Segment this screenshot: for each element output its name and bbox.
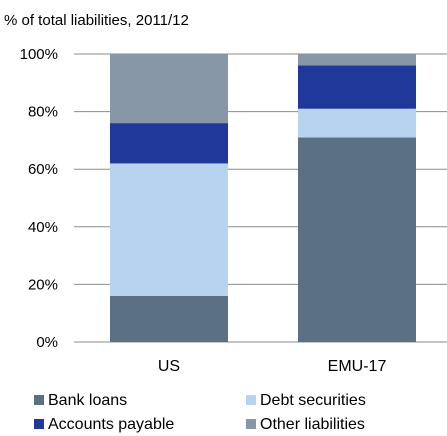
- bar-segment-bank-loans: [110, 295, 228, 342]
- legend-swatch: [34, 395, 44, 405]
- legend-label: Other liabilities: [260, 416, 365, 433]
- y-tick-label: 20%: [28, 276, 58, 293]
- bars: [110, 54, 416, 342]
- y-tick-label: 100%: [20, 46, 58, 63]
- legend-label: Debt securities: [260, 392, 366, 409]
- bar-segment-bank-loans: [298, 137, 416, 342]
- x-category-label: US: [158, 358, 180, 375]
- y-tick-label: 80%: [28, 104, 58, 121]
- bar-segment-debt-securities: [298, 108, 416, 138]
- legend-swatch: [246, 395, 256, 405]
- bar-segment-accounts-payable: [110, 123, 228, 164]
- legend-label: Bank loans: [48, 392, 127, 409]
- x-axis: US EMU-17: [158, 358, 387, 375]
- x-category-label: EMU-17: [328, 358, 387, 375]
- legend-swatch: [34, 419, 44, 429]
- y-tick-label: 60%: [28, 161, 58, 178]
- y-axis: 0% 20% 40% 60% 80% 100%: [20, 46, 58, 351]
- legend: Bank loans Debt securities Accounts payabl…: [34, 392, 366, 433]
- bar-segment-other-liabilities: [110, 54, 228, 124]
- chart-subtitle: % of total liabilities, 2011/12: [4, 12, 189, 29]
- bar-segment-debt-securities: [110, 163, 228, 296]
- bar-segment-other-liabilities: [298, 54, 416, 66]
- y-tick-label: 40%: [28, 219, 58, 236]
- y-tick-label: 0%: [36, 334, 58, 351]
- legend-label: Accounts payable: [48, 416, 174, 433]
- legend-swatch: [246, 419, 256, 429]
- bar-segment-accounts-payable: [298, 65, 416, 109]
